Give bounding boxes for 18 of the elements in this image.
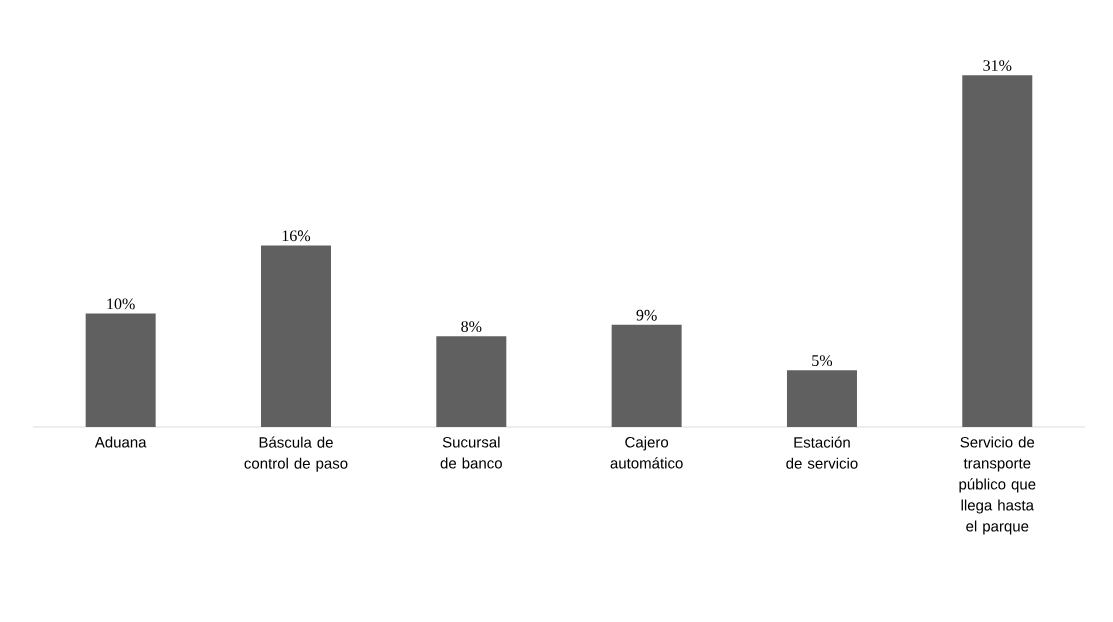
data-label: 31% [983, 60, 1012, 71]
bar [436, 336, 507, 427]
bar [962, 75, 1033, 427]
data-label: 5% [812, 355, 833, 367]
x-tick-label: Servicio de transporte público que llega hasta el parque [959, 436, 1036, 535]
x-tick-label: Aduana [94, 436, 147, 448]
data-label: 8% [461, 321, 482, 332]
x-tick-label: Báscula de control de paso [244, 436, 348, 472]
x-tick-label: Sucursal de banco [440, 436, 502, 469]
data-label: 10% [107, 298, 135, 310]
data-label: 9% [636, 309, 657, 321]
x-tick-label: Estación de servicio [786, 436, 858, 469]
data-label: 16% [282, 230, 311, 242]
bar [786, 370, 857, 427]
bar [611, 324, 682, 427]
x-tick-label: Cajero automático [610, 436, 683, 469]
bar [260, 245, 331, 427]
bar [85, 313, 156, 427]
